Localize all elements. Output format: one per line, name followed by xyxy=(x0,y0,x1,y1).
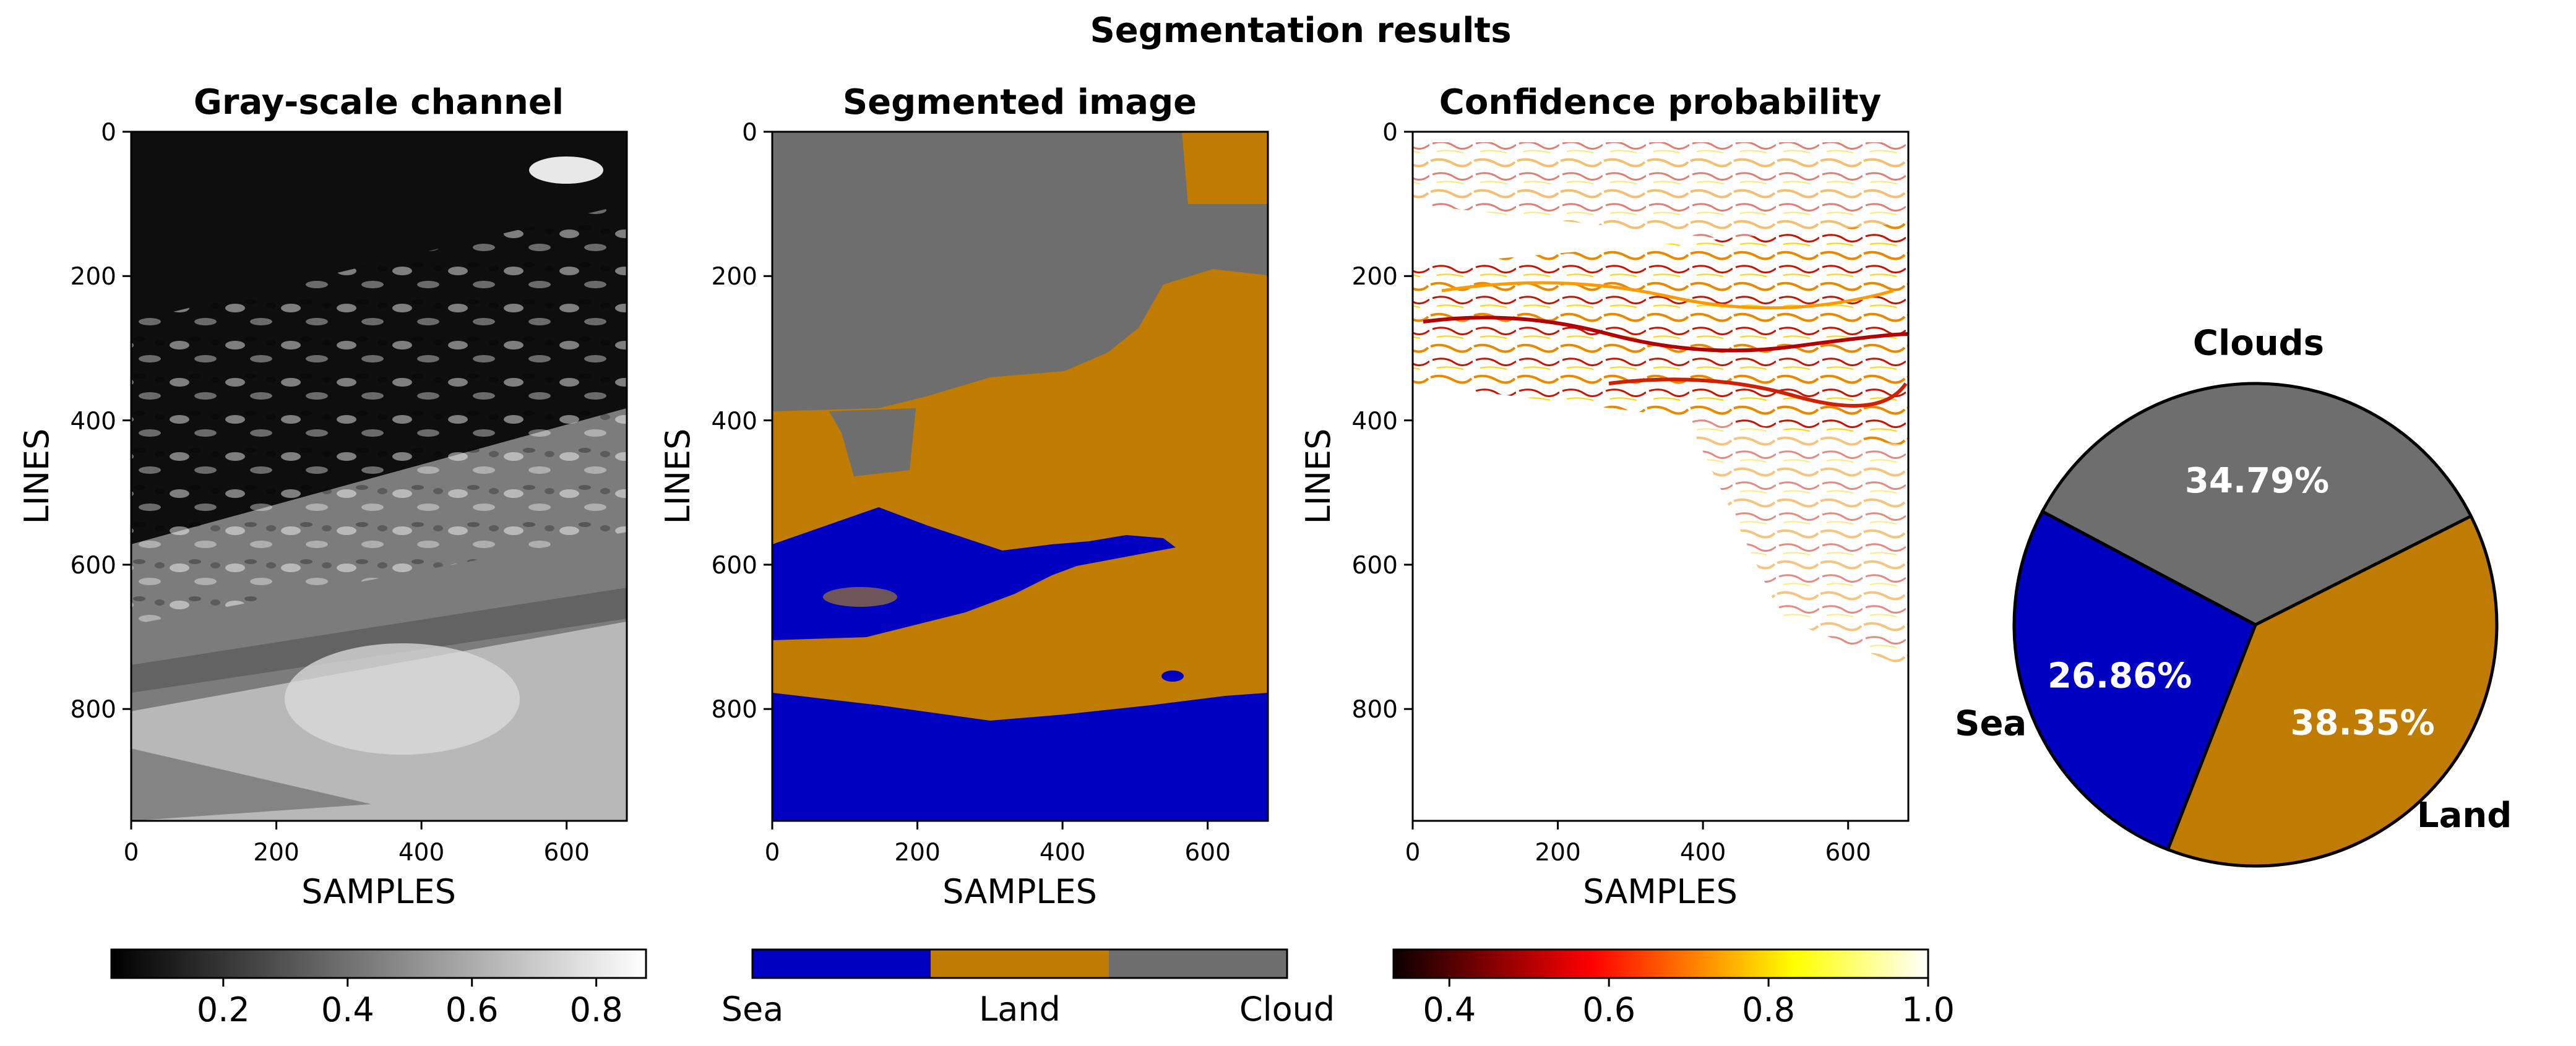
x-tick-label: 200 xyxy=(1535,839,1580,867)
plot-frame xyxy=(1411,131,1910,822)
sea-lake xyxy=(1161,671,1184,682)
x-axis: 0 200 400 600 SAMPLES xyxy=(1405,821,1871,911)
colorbar-label-cloud: Cloud xyxy=(1239,990,1335,1029)
panel-title: Gray-scale channel xyxy=(194,82,564,122)
pie-slice-land xyxy=(2166,514,2499,868)
y-tick-label: 600 xyxy=(71,552,116,580)
grayscale-image xyxy=(131,132,627,821)
colorbar-tick-label: 1.0 xyxy=(1902,990,1955,1029)
colorbar-tick-label: 0.4 xyxy=(321,990,374,1029)
pie-percent-label: 34.79% xyxy=(2185,461,2329,501)
x-axis-label: SAMPLES xyxy=(301,872,456,911)
y-tick-label: 400 xyxy=(1352,408,1398,435)
x-axis-label: SAMPLES xyxy=(1583,872,1738,911)
pie-slice-sea xyxy=(2012,509,2258,852)
y-tick-label: 800 xyxy=(712,696,757,724)
y-tick-label: 200 xyxy=(712,263,757,291)
pie-slice-clouds xyxy=(2040,382,2473,627)
cloud-fragments xyxy=(829,408,916,476)
colorbar-land-swatch xyxy=(931,950,1109,978)
y-tick-label: 0 xyxy=(101,119,116,147)
x-tick-label: 400 xyxy=(398,839,444,867)
colorbar-label-sea: Sea xyxy=(722,990,784,1029)
confidence-image xyxy=(1413,132,1908,821)
sea-inlet xyxy=(772,507,1176,640)
y-tick-label: 800 xyxy=(1352,696,1398,724)
colorbar-tick-label: 0.4 xyxy=(1423,990,1476,1029)
panel-title: Confidence probability xyxy=(1439,82,1882,122)
x-tick-label: 200 xyxy=(253,839,299,867)
colorbar-segmentation: Sea Land Cloud xyxy=(722,948,1335,1029)
y-axis: 0 200 400 600 800 LINES xyxy=(17,119,131,724)
cloud-patch xyxy=(823,587,897,607)
x-axis-label: SAMPLES xyxy=(942,872,1097,911)
y-axis-label: LINES xyxy=(1299,429,1338,525)
panel-grayscale: Gray-scale channel 0 200 400 600 SAMPLES xyxy=(17,82,628,911)
colorbar-gradient xyxy=(1392,948,1929,979)
pie-percent-label: 26.86% xyxy=(2048,656,2192,696)
colorbar-tick-label: 0.8 xyxy=(570,990,623,1029)
plot-frame xyxy=(130,131,628,822)
x-tick-label: 0 xyxy=(1405,839,1421,867)
y-axis-label: LINES xyxy=(658,429,697,525)
panel-confidence: Confidence probability 0 200 400 600 SAM… xyxy=(1299,82,1910,911)
colorbar-tick-label: 0.6 xyxy=(1582,990,1635,1029)
figure-title: Segmentation results xyxy=(1090,11,1511,51)
panel-title: Segmented image xyxy=(843,82,1197,122)
pie-percent-label: 38.35% xyxy=(2291,703,2435,743)
x-tick-label: 200 xyxy=(894,839,940,867)
y-tick-label: 0 xyxy=(742,119,757,147)
y-tick-label: 400 xyxy=(71,408,116,435)
y-axis-label: LINES xyxy=(17,429,56,525)
pie-category-label: Sea xyxy=(1955,704,2027,744)
colorbar-tick-label: 0.2 xyxy=(197,990,250,1029)
colorbar-frame xyxy=(751,948,1288,979)
x-tick-label: 400 xyxy=(1680,839,1726,867)
colorbar-sea-swatch xyxy=(752,950,931,978)
colorbar-grayscale: 0.2 0.4 0.6 0.8 xyxy=(110,948,647,1029)
colorbar-label-land: Land xyxy=(979,990,1061,1029)
sea-region xyxy=(772,693,1268,821)
y-tick-label: 600 xyxy=(1352,552,1398,580)
x-tick-label: 400 xyxy=(1040,839,1085,867)
x-axis: 0 200 400 600 SAMPLES xyxy=(124,821,590,911)
y-tick-label: 800 xyxy=(71,696,116,724)
y-tick-label: 600 xyxy=(712,552,757,580)
x-tick-label: 0 xyxy=(765,839,780,867)
x-tick-label: 600 xyxy=(543,839,589,867)
colorbar-tick-label: 0.8 xyxy=(1742,990,1795,1029)
x-tick-label: 600 xyxy=(1825,839,1871,867)
y-tick-label: 0 xyxy=(1382,119,1398,147)
y-tick-label: 200 xyxy=(71,263,116,291)
cloud-region xyxy=(772,132,1268,411)
segmented-image xyxy=(772,132,1268,821)
y-axis: 0 200 400 600 800 LINES xyxy=(1299,119,1413,724)
plot-frame xyxy=(771,131,1269,822)
colorbar-ticks: 0.2 0.4 0.6 0.8 xyxy=(197,978,623,1029)
colorbar-gradient xyxy=(110,948,647,979)
y-axis: 0 200 400 600 800 LINES xyxy=(658,119,772,724)
colorbar-cloud-swatch xyxy=(1109,950,1287,978)
class-pie-chart: 34.79% Clouds 38.35% Land 26.86% Sea xyxy=(1955,324,2512,868)
colorbar-ticks: 0.4 0.6 0.8 1.0 xyxy=(1423,978,1955,1029)
x-tick-label: 600 xyxy=(1184,839,1230,867)
panel-segmented: Segmented image 0 200 400 600 SAMPLES xyxy=(658,82,1269,911)
colorbar-tick-label: 0.6 xyxy=(446,990,499,1029)
x-axis: 0 200 400 600 SAMPLES xyxy=(765,821,1231,911)
colorbar-confidence: 0.4 0.6 0.8 1.0 xyxy=(1392,948,1955,1029)
y-tick-label: 400 xyxy=(712,408,757,435)
x-tick-label: 0 xyxy=(124,839,139,867)
y-tick-label: 200 xyxy=(1352,263,1398,291)
pie-category-label: Land xyxy=(2417,795,2512,836)
pie-category-label: Clouds xyxy=(2193,324,2324,364)
